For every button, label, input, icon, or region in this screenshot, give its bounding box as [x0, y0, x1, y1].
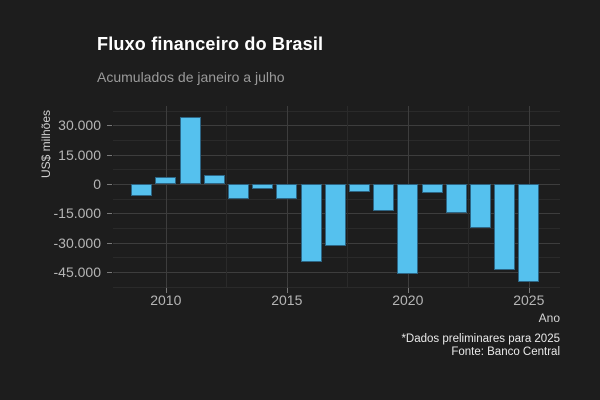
- bar-2023: [469, 184, 491, 229]
- y-tick-mark: [107, 184, 112, 185]
- bar-2010: [155, 177, 177, 184]
- h-gridline-minor: [113, 140, 560, 141]
- x-tick-label: 2015: [271, 292, 303, 308]
- bar-2024: [494, 184, 516, 271]
- x-tick-mark: [407, 288, 409, 293]
- bar-2025: [518, 184, 540, 283]
- chart-subtitle: Acumulados de janeiro a julho: [97, 69, 285, 85]
- v-gridline-minor: [347, 106, 349, 288]
- h-gridline-minor: [113, 257, 560, 259]
- bar-2014: [252, 184, 274, 190]
- h-gridline-major: [113, 154, 560, 156]
- bar-2020: [397, 184, 419, 274]
- bar-2017: [324, 184, 346, 246]
- y-tick-label: -15.000: [53, 205, 101, 222]
- y-tick-label: -30.000: [53, 234, 101, 251]
- plot-panel: [113, 106, 560, 288]
- y-tick-label: -45.000: [53, 263, 101, 280]
- bar-2018: [348, 184, 370, 193]
- bar-2011: [179, 116, 201, 184]
- x-tick-mark: [165, 288, 167, 293]
- h-gridline-major: [113, 271, 560, 273]
- h-gridline-minor: [113, 286, 560, 288]
- x-axis-title: Ano: [538, 311, 560, 325]
- chart-title: Fluxo financeiro do Brasil: [97, 34, 324, 54]
- bar-2013: [227, 184, 249, 200]
- x-tick-label: 2020: [392, 292, 424, 308]
- x-tick-mark: [528, 288, 530, 293]
- y-tick-label: 30.000: [58, 117, 101, 134]
- y-tick-mark: [107, 154, 112, 156]
- y-tick-mark: [107, 213, 112, 215]
- bar-2015: [276, 184, 298, 200]
- h-gridline-minor: [113, 169, 560, 171]
- x-tick-mark: [286, 288, 288, 293]
- caption-note: *Dados preliminares para 2025: [401, 333, 560, 345]
- bar-2022: [445, 184, 467, 213]
- bar-2021: [421, 184, 443, 193]
- h-gridline-minor: [113, 110, 560, 112]
- x-tick-label: 2010: [150, 292, 182, 308]
- y-tick-mark: [107, 242, 112, 244]
- y-tick-label: 0: [93, 176, 101, 192]
- bar-2019: [373, 184, 395, 212]
- v-gridline-minor: [226, 106, 228, 288]
- y-tick-mark: [107, 125, 112, 127]
- bar-2009: [131, 184, 153, 197]
- bar-2012: [203, 175, 225, 184]
- v-gridline-major: [165, 106, 167, 288]
- h-gridline-major: [113, 125, 560, 127]
- x-tick-label: 2025: [513, 292, 545, 308]
- caption-source: Fonte: Banco Central: [451, 345, 560, 358]
- y-tick-label: 15.000: [58, 146, 101, 163]
- v-gridline-minor: [468, 106, 470, 288]
- bar-2016: [300, 184, 322, 263]
- y-tick-mark: [107, 271, 112, 273]
- caption: *Dados preliminares para 2025 Fonte: Ban…: [401, 333, 560, 359]
